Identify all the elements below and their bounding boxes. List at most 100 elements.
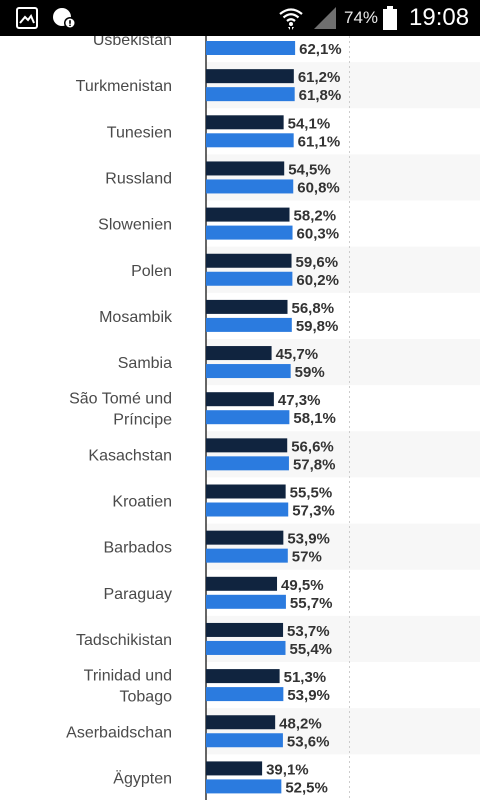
row-background [206,708,480,755]
data-label: 52,5% [285,779,328,796]
bar [206,133,294,148]
data-label: 47,3% [278,392,321,409]
bar [206,576,278,591]
bar [206,161,285,176]
category-label: Polen [131,263,172,280]
bar [206,640,286,655]
bar [206,438,288,453]
bar [206,484,286,499]
category-label: Tunesien [107,124,172,141]
data-label: 54,5% [288,161,331,178]
row-background [206,523,480,570]
data-label: 55,4% [289,641,332,658]
bar [206,392,274,407]
row-background [206,615,480,663]
data-label: 56,8% [292,300,335,317]
bar [206,41,296,55]
category-label: Russland [105,170,172,187]
category-label: Slowenien [98,217,172,234]
category-label: Paraguay [104,586,173,603]
bar [206,594,286,609]
category-label: Barbados [104,540,173,557]
row-background [206,154,480,201]
category-label: Príncipe [113,412,172,429]
category-label: Tobago [120,689,173,706]
bar [206,299,288,314]
data-label: 58,2% [294,208,337,225]
bar [206,456,289,471]
wifi-icon [278,0,304,36]
bar [206,69,294,84]
signal-icon [312,0,338,36]
data-label: 51,3% [284,669,327,686]
data-label: 54,1% [288,115,331,132]
data-label: 53,6% [287,733,330,750]
bar [206,271,293,286]
bar [206,346,272,361]
bar [206,715,276,730]
category-label: Trinidad und [84,668,172,685]
bar [206,530,284,545]
row-background [206,246,480,293]
data-label: 61,1% [298,133,341,150]
bar [206,687,284,702]
clock: 19:08 [409,4,470,31]
data-label: 53,9% [287,531,330,548]
data-label: 53,7% [287,623,330,640]
data-label: 55,5% [290,485,333,502]
data-label: 60,3% [297,226,340,243]
data-label: 48,2% [279,715,322,732]
bar [206,253,292,268]
data-label: 60,2% [296,272,339,289]
data-label: 45,7% [276,346,319,363]
bar [206,761,263,776]
bar [206,622,284,637]
category-label: Usbekistan [93,32,172,49]
data-label: 49,5% [281,577,324,594]
row-background [206,338,480,386]
bar [206,317,292,332]
bar [206,410,290,425]
data-label: 62,1% [299,41,342,58]
data-label: 59,8% [296,318,339,335]
category-label: Kroatien [112,494,172,511]
category-label: São Tomé und [69,391,172,408]
category-label: Kasachstan [88,447,172,464]
category-label: Mosambik [99,309,173,326]
notification-alert-icon [52,0,76,36]
data-label: 57% [292,549,322,566]
gallery-icon [16,0,38,36]
data-label: 59,6% [296,254,339,271]
bar [206,87,295,102]
category-label: Ägypten [113,769,172,787]
bar [206,207,290,222]
bar [206,669,280,684]
row-background [206,62,480,109]
category-label: Tadschikistan [76,632,172,649]
data-label: 61,8% [299,87,342,104]
status-bar: 74% 19:08 [0,0,480,36]
data-label: 57,3% [292,503,335,520]
bar [206,225,293,240]
data-label: 57,8% [293,456,336,473]
data-label: 58,1% [293,410,336,427]
data-label: 61,2% [298,69,341,86]
data-label: 39,1% [266,761,309,778]
data-label: 60,8% [297,179,340,196]
data-label: 56,6% [291,438,334,455]
bar [206,115,284,130]
bar [206,502,289,517]
data-label: 59% [295,364,325,381]
bar [206,364,291,379]
bar [206,179,294,194]
category-label: Aserbaidschan [66,724,172,741]
category-label: Turkmenistan [76,78,172,95]
battery-percent: 74% [344,8,379,27]
battery-icon [383,0,397,36]
bar [206,779,282,794]
bar [206,548,288,563]
data-label: 55,7% [290,595,333,612]
bar [206,733,283,748]
